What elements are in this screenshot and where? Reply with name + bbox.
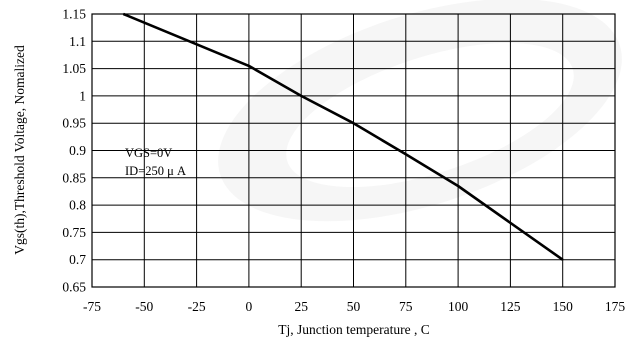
plot-frame (91, 13, 616, 288)
data-point (122, 13, 125, 15)
x-tick-label: 25 (294, 299, 308, 314)
y-tick-label: 0.75 (62, 225, 86, 240)
series-points (122, 13, 564, 261)
watermark-swirl-inner (286, 42, 574, 188)
x-tick-label: 0 (246, 299, 253, 314)
y-tick-label: 0.8 (69, 198, 86, 213)
x-tick-label: -75 (83, 299, 101, 314)
x-tick-label: 100 (448, 299, 469, 314)
watermark (218, 0, 622, 222)
x-tick-label: 150 (553, 299, 574, 314)
x-tick-label: -25 (188, 299, 206, 314)
y-tick-label: 0.7 (69, 252, 86, 267)
x-tick-label: 125 (500, 299, 521, 314)
y-tick-label: 1.1 (69, 34, 86, 49)
y-axis-ticks: 0.65 0.7 0.75 0.8 0.85 0.9 0.95 1 1.05 1.1 1.15 (62, 7, 86, 295)
y-tick-label: 0.85 (62, 170, 86, 185)
y-tick-label: 0.9 (69, 143, 86, 158)
x-tick-label: -50 (135, 299, 153, 314)
x-axis-title: Tj, Junction temperature , C (278, 322, 429, 337)
y-axis-title: Vgs(th),Threshold Voltage, Nomalized (12, 45, 27, 255)
y-tick-label: 1 (79, 88, 86, 103)
data-point (405, 153, 407, 156)
data-point (561, 258, 564, 261)
y-tick-label: 1.15 (62, 7, 86, 22)
x-tick-label: 50 (347, 299, 361, 314)
data-point (248, 65, 250, 67)
x-tick-label: 75 (399, 299, 413, 314)
y-tick-label: 0.65 (62, 280, 86, 295)
data-point (457, 185, 459, 187)
data-point (352, 122, 355, 124)
y-tick-label: 1.05 (62, 61, 86, 76)
annotation-id: ID=250 μ A (125, 164, 186, 178)
y-tick-label: 0.95 (62, 116, 86, 131)
annotation-vgs: VGS=0V (125, 146, 172, 160)
x-tick-label: 175 (605, 299, 626, 314)
data-point (300, 95, 303, 97)
x-axis-ticks: -75 -50 -25 0 25 50 75 100 125 150 175 (83, 299, 625, 314)
